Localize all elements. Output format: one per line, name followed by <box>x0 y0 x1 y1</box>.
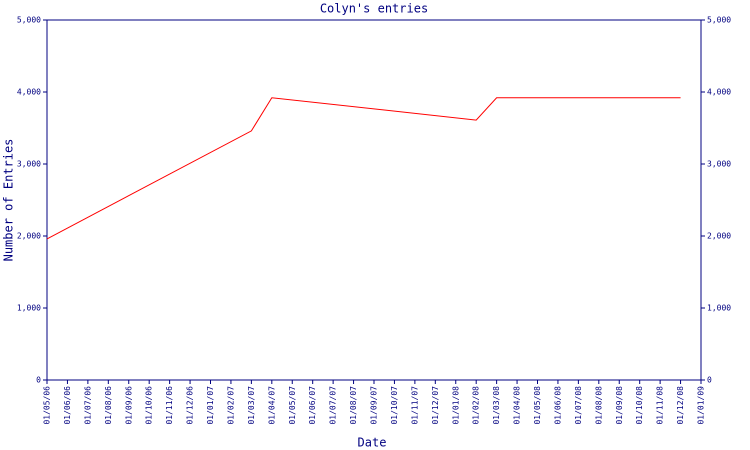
x-tick-label: 01/09/06 <box>124 386 133 425</box>
plot-frame <box>46 19 702 381</box>
x-tick-label: 01/07/06 <box>83 386 92 425</box>
x-tick-label: 01/03/08 <box>492 386 501 425</box>
y2-tick-label: 3,000 <box>707 160 731 169</box>
y-tick-label: 2,000 <box>17 232 41 241</box>
y-tick-label: 4,000 <box>17 88 41 97</box>
x-tick-label: 01/07/07 <box>329 386 338 425</box>
x-tick-label: 01/03/07 <box>247 386 256 425</box>
x-tick-label: 01/10/08 <box>635 386 644 425</box>
y2-tick-label: 4,000 <box>707 88 731 97</box>
y-tick-label: 1,000 <box>17 304 41 313</box>
x-tick-label: 01/12/07 <box>431 386 440 425</box>
x-tick-label: 01/01/07 <box>206 386 215 425</box>
x-tick-label: 01/06/07 <box>308 386 317 425</box>
x-tick-label: 01/05/07 <box>288 386 297 425</box>
x-tick-label: 01/09/07 <box>370 386 379 425</box>
x-tick-label: 01/04/07 <box>267 386 276 425</box>
x-tick-label: 01/11/06 <box>165 386 174 425</box>
y-tick-label: 0 <box>36 376 41 385</box>
y2-tick-label: 5,000 <box>707 16 731 25</box>
x-tick-label: 01/11/07 <box>410 386 419 425</box>
chart-title: Colyn's entries <box>320 2 428 16</box>
x-tick-label: 01/01/09 <box>697 386 706 425</box>
x-tick-label: 01/06/06 <box>63 386 72 425</box>
x-tick-label: 01/09/08 <box>615 386 624 425</box>
x-tick-label: 01/06/08 <box>553 386 562 425</box>
x-tick-label: 01/05/06 <box>43 386 52 425</box>
y2-tick-label: 1,000 <box>707 304 731 313</box>
x-tick-label: 01/07/08 <box>574 386 583 425</box>
x-tick-label: 01/05/08 <box>533 386 542 425</box>
x-tick-label: 01/10/07 <box>390 386 399 425</box>
x-tick-label: 01/08/08 <box>594 386 603 425</box>
x-axis-label: Date <box>358 436 387 450</box>
y-axis-label: Number of Entries <box>2 139 16 262</box>
x-tick-label: 01/02/08 <box>472 386 481 425</box>
x-tick-label: 01/01/08 <box>451 386 460 425</box>
x-tick-label: 01/04/08 <box>513 386 522 425</box>
x-tick-label: 01/08/07 <box>349 386 358 425</box>
data-line <box>46 97 681 240</box>
x-tick-label: 01/12/06 <box>186 386 195 425</box>
x-tick-label: 01/08/06 <box>104 386 113 425</box>
y-tick-label: 5,000 <box>17 16 41 25</box>
x-tick-label: 01/02/07 <box>226 386 235 425</box>
x-tick-label: 01/11/08 <box>656 386 665 425</box>
y-tick-label: 3,000 <box>17 160 41 169</box>
x-tick-label: 01/12/08 <box>676 386 685 425</box>
y2-tick-label: 2,000 <box>707 232 731 241</box>
x-tick-label: 01/10/06 <box>145 386 154 425</box>
y2-tick-label: 0 <box>707 376 712 385</box>
